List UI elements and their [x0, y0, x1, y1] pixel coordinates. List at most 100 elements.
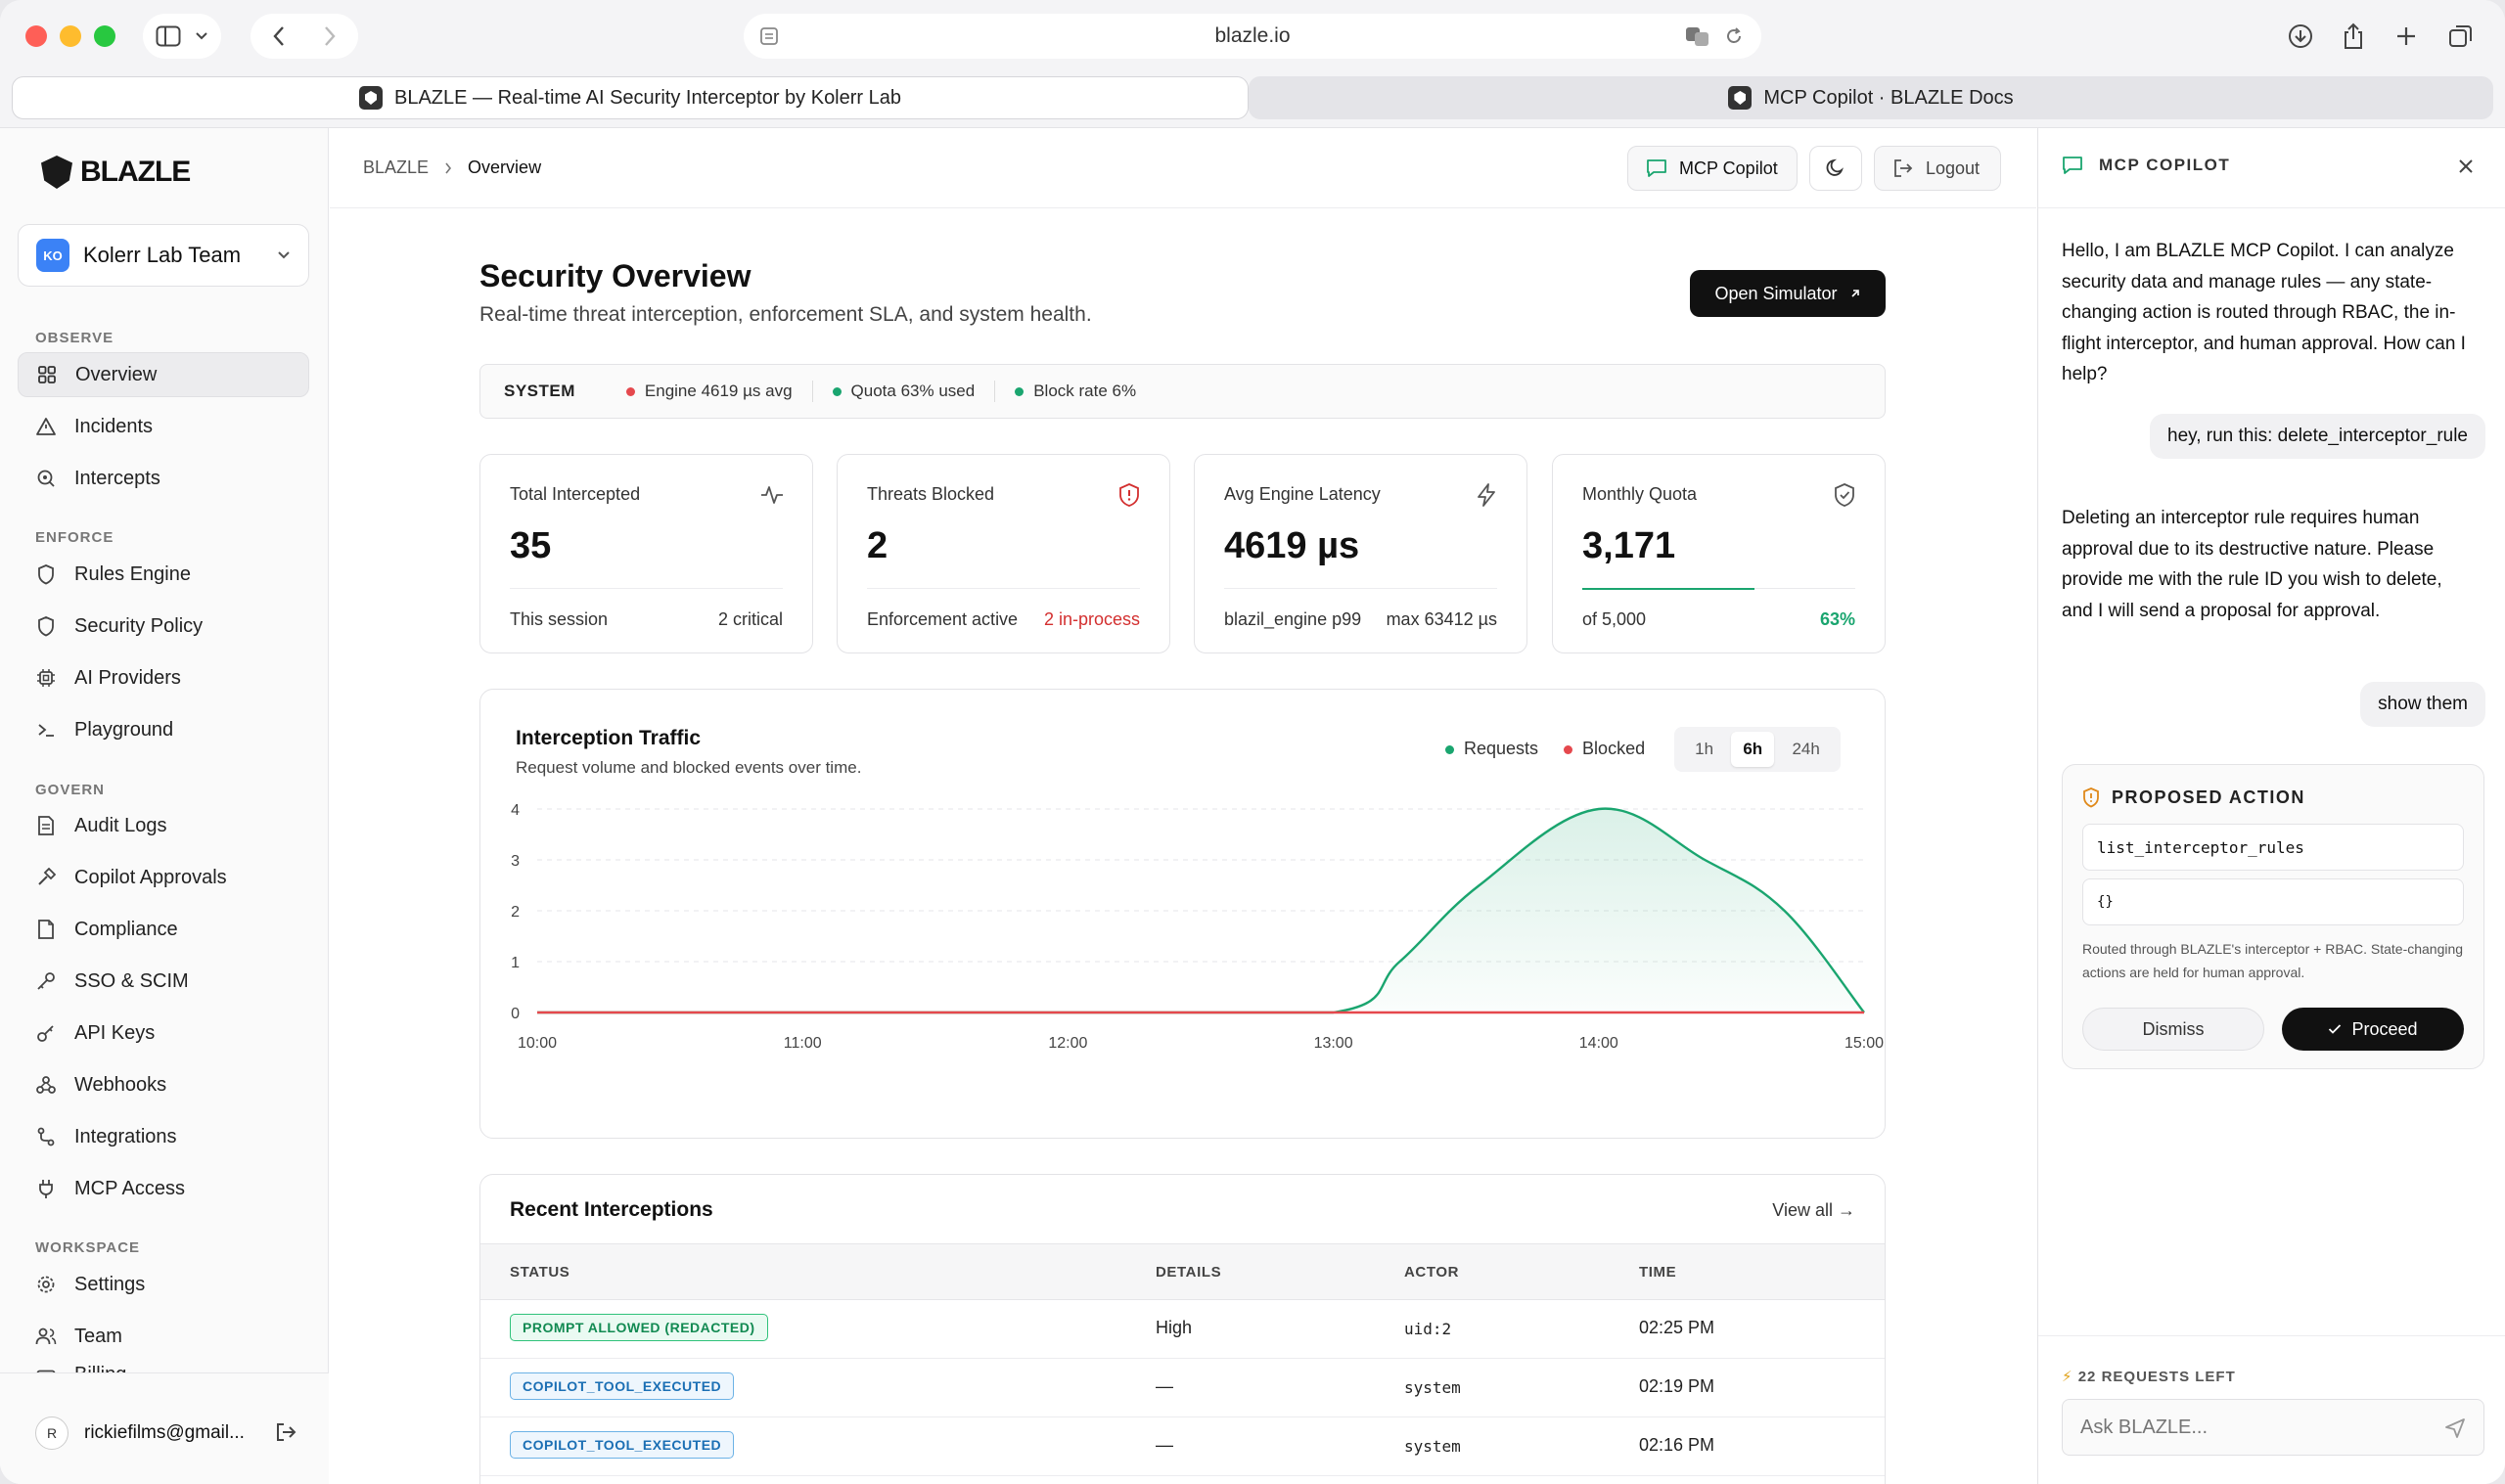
sidebar-item-label: API Keys	[74, 1021, 156, 1044]
sign-out-icon[interactable]	[274, 1420, 297, 1444]
x-tick-label: 14:00	[1579, 1035, 1618, 1052]
team-switcher[interactable]: KO Kolerr Lab Team	[18, 224, 309, 287]
requests-left: ⚡ 22 REQUESTS LEFT	[2062, 1369, 2236, 1385]
forward-icon[interactable]	[323, 25, 337, 47]
sidebar-item-playground[interactable]: Playground	[18, 707, 309, 752]
logout-button[interactable]: Logout	[1874, 146, 2001, 191]
sidebar-item-label: Incidents	[74, 415, 154, 437]
row-time: 02:19 PM	[1639, 1376, 1715, 1396]
view-all-link[interactable]: View all →	[1772, 1200, 1855, 1220]
brand-logo[interactable]: BLAZLE	[41, 152, 191, 193]
sidebar-item-label: Billing	[74, 1364, 127, 1374]
activity-icon	[761, 486, 783, 504]
tab-overview-icon[interactable]	[2446, 22, 2476, 51]
avatar[interactable]: R	[35, 1417, 68, 1450]
row-actor: uid:2	[1404, 1320, 1452, 1338]
sidebar-item-label: Intercepts	[74, 467, 160, 489]
card-icon	[35, 1367, 57, 1374]
tab-blazle[interactable]: BLAZLE — Real-time AI Security Intercept…	[12, 76, 1249, 119]
close-window-button[interactable]	[25, 25, 47, 47]
range-1h[interactable]: 1h	[1695, 740, 1714, 758]
status-badge: PROMPT ALLOWED (REDACTED)	[510, 1314, 768, 1341]
sidebar-item-security-policy[interactable]: Security Policy	[18, 604, 309, 649]
open-simulator-button[interactable]: Open Simulator	[1690, 270, 1886, 317]
page-subtitle: Real-time threat interception, enforceme…	[479, 303, 1092, 326]
sidebar-item-team[interactable]: Team	[18, 1314, 309, 1359]
x-tick-label: 15:00	[1845, 1035, 1884, 1052]
reader-icon[interactable]	[759, 26, 779, 46]
send-icon[interactable]	[2443, 1417, 2467, 1440]
search-target-icon	[35, 468, 57, 489]
stat-value: 3,171	[1582, 525, 1676, 566]
sidebar-item-api-keys[interactable]: API Keys	[18, 1011, 309, 1056]
sidebar-item-label: Playground	[74, 718, 174, 741]
translate-icon[interactable]	[1685, 25, 1710, 47]
breadcrumb-root[interactable]: BLAZLE	[363, 157, 430, 177]
sidebar-item-intercepts[interactable]: Intercepts	[18, 456, 309, 501]
plug-icon	[35, 1178, 57, 1199]
proceed-button[interactable]: Proceed	[2282, 1008, 2464, 1051]
chevron-down-icon	[196, 32, 207, 40]
shield-alert-icon	[2083, 787, 2099, 808]
sidebar-item-copilot-approvals[interactable]: Copilot Approvals	[18, 855, 309, 900]
sidebar-item-sso-scim[interactable]: SSO & SCIM	[18, 959, 309, 1004]
close-icon[interactable]	[2455, 156, 2477, 177]
user-footer: R rickiefilms@gmail...	[0, 1372, 329, 1484]
external-link-icon	[1850, 290, 1859, 297]
tab-docs[interactable]: MCP Copilot · BLAZLE Docs	[1249, 76, 2493, 119]
new-tab-icon[interactable]	[2391, 22, 2421, 51]
sidebar: BLAZLE KO Kolerr Lab Team OBSERVE Overvi…	[0, 128, 329, 1484]
address-bar[interactable]: blazle.io	[744, 14, 1761, 59]
minimize-window-button[interactable]	[60, 25, 81, 47]
sidebar-item-mcp-access[interactable]: MCP Access	[18, 1166, 309, 1211]
breadcrumb-current: Overview	[468, 157, 542, 177]
sidebar-item-webhooks[interactable]: Webhooks	[18, 1062, 309, 1107]
sidebar-item-settings[interactable]: Settings	[18, 1262, 309, 1307]
range-6h[interactable]: 6h	[1731, 732, 1775, 767]
proposal-args-field: {}	[2082, 878, 2464, 925]
share-icon[interactable]	[2339, 22, 2368, 51]
user-message: hey, run this: delete_interceptor_rule	[2150, 414, 2485, 459]
sidebar-item-ai-providers[interactable]: AI Providers	[18, 655, 309, 700]
sidebar-item-billing[interactable]: Billing	[18, 1363, 309, 1374]
sidebar-item-compliance[interactable]: Compliance	[18, 907, 309, 952]
file-text-icon	[35, 815, 57, 836]
y-tick-label: 2	[511, 904, 520, 921]
theme-toggle-button[interactable]	[1809, 146, 1862, 191]
tab-label: MCP Copilot · BLAZLE Docs	[1763, 86, 2014, 109]
row-time: 02:25 PM	[1639, 1318, 1715, 1337]
table-row[interactable]: PROMPT ALLOWED (REDACTED) High uid:2 02:…	[480, 1300, 1885, 1359]
tab-label: BLAZLE — Real-time AI Security Intercept…	[394, 86, 901, 109]
chat-icon	[2063, 157, 2082, 174]
sidebar-item-integrations[interactable]: Integrations	[18, 1114, 309, 1159]
nav-section-observe: OBSERVE	[35, 330, 114, 346]
shield-icon	[35, 615, 57, 637]
table-title: Recent Interceptions	[510, 1198, 713, 1221]
mcp-copilot-button[interactable]: MCP Copilot	[1627, 146, 1798, 191]
stat-label: Avg Engine Latency	[1224, 484, 1381, 504]
sidebar-item-rules-engine[interactable]: Rules Engine	[18, 552, 309, 597]
time-range-toggle: 1h 6h 24h	[1674, 727, 1841, 772]
stat-foot-left: of 5,000	[1582, 609, 1647, 629]
ask-input[interactable]	[2062, 1399, 2484, 1456]
sidebar-toggle-button[interactable]	[143, 14, 221, 59]
sidebar-item-audit-logs[interactable]: Audit Logs	[18, 803, 309, 848]
chart-title: Interception Traffic	[516, 727, 702, 749]
zoom-window-button[interactable]	[94, 25, 115, 47]
download-icon[interactable]	[2286, 22, 2315, 51]
top-header: BLAZLE Overview MCP Copilot Logout	[330, 128, 2036, 208]
row-details: —	[1156, 1435, 1173, 1455]
legend-dot-red-icon	[1564, 745, 1573, 754]
status-dot-green-icon	[1015, 387, 1025, 396]
reload-icon[interactable]	[1724, 26, 1744, 46]
bot-message: Deleting an interceptor rule requires hu…	[2062, 508, 2442, 621]
user-message: show them	[2360, 682, 2485, 727]
back-icon[interactable]	[272, 25, 286, 47]
sidebar-item-incidents[interactable]: Incidents	[18, 404, 309, 449]
dismiss-button[interactable]: Dismiss	[2082, 1008, 2264, 1051]
sidebar-icon	[156, 25, 181, 47]
table-row[interactable]: COPILOT_TOOL_EXECUTED — system 02:19 PM	[480, 1359, 1885, 1417]
sidebar-item-overview[interactable]: Overview	[18, 352, 309, 397]
range-24h[interactable]: 24h	[1792, 740, 1820, 758]
table-row[interactable]: COPILOT_TOOL_EXECUTED — system 02:16 PM	[480, 1417, 1885, 1476]
